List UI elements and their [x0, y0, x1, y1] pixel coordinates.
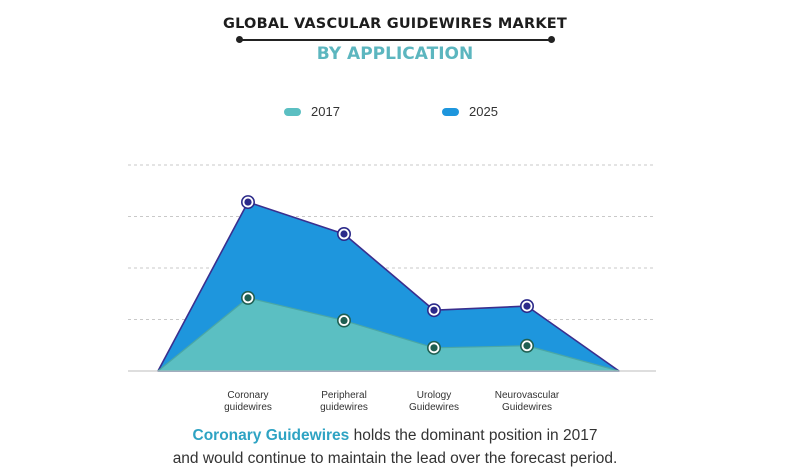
legend-label-2025: 2025 [469, 104, 498, 119]
chart-legend: 2017 2025 [0, 104, 790, 126]
point-2025 [340, 230, 348, 238]
x-tick-label: Neurovascular Guidewires [495, 390, 560, 413]
chart-title: GLOBAL VASCULAR GUIDEWIRES MARKET [223, 16, 567, 32]
legend-item-2025: 2025 [442, 104, 498, 119]
x-tick-label: Coronary guidewires [224, 390, 272, 413]
x-tick-label-line: guidewires [224, 402, 272, 413]
title-rule-right-dot [548, 36, 555, 43]
point-2025 [523, 302, 531, 310]
legend-item-2017: 2017 [284, 104, 340, 119]
point-2025 [244, 198, 252, 206]
caption-highlight: Coronary Guidewires [192, 427, 350, 444]
point-2017 [430, 344, 438, 352]
point-2025 [430, 306, 438, 314]
x-tick-label-line: Neurovascular [495, 390, 560, 401]
x-tick-label-line: Peripheral [321, 390, 367, 401]
point-2017 [523, 342, 531, 350]
caption-line-1-text: holds the dominant position in 2017 [349, 427, 598, 444]
x-tick-label-line: Guidewires [409, 402, 459, 413]
x-tick-label-line: Urology [417, 390, 451, 401]
x-tick-label-line: Guidewires [502, 402, 552, 413]
legend-swatch-2017 [284, 107, 301, 116]
x-tick-label-line: Coronary [227, 390, 268, 401]
x-tick-label: Urology Guidewires [409, 390, 459, 413]
x-tick-label-line: guidewires [320, 402, 368, 413]
legend-swatch-2025 [442, 107, 459, 116]
chart-caption: Coronary Guidewires holds the dominant p… [0, 424, 790, 470]
chart-subtitle: BY APPLICATION [316, 44, 474, 64]
chart-header: GLOBAL VASCULAR GUIDEWIRES MARKET BY APP… [0, 0, 790, 80]
title-underline [239, 39, 551, 41]
x-tick-label: Peripheral guidewires [320, 390, 368, 413]
legend-label-2017: 2017 [311, 104, 340, 119]
caption-line-1: Coronary Guidewires holds the dominant p… [0, 424, 790, 447]
point-2017 [244, 294, 252, 302]
point-2017 [340, 316, 348, 325]
caption-line-2: and would continue to maintain the lead … [172, 450, 618, 467]
